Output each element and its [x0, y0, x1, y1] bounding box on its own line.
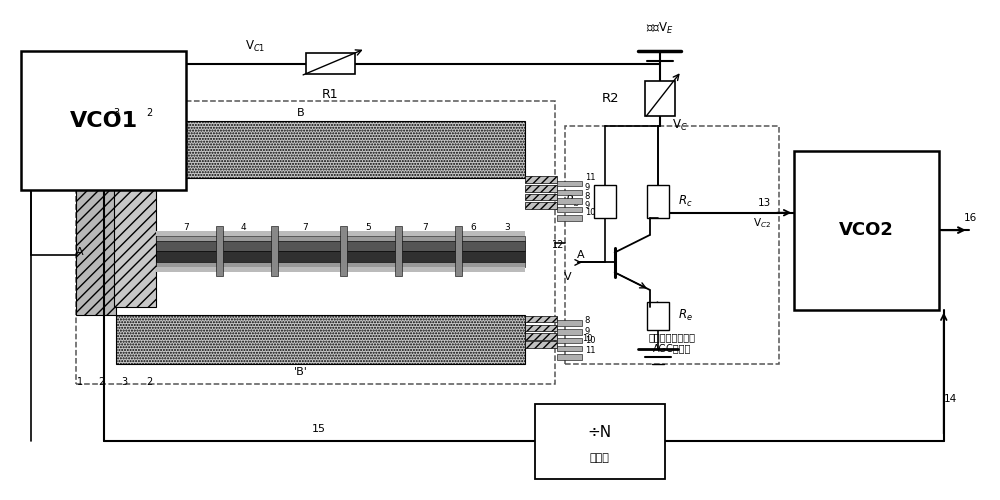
Text: A: A	[577, 250, 585, 260]
Text: V$_{C1}$: V$_{C1}$	[245, 38, 266, 54]
Text: 6: 6	[470, 223, 476, 232]
Bar	[216, 226, 223, 276]
Text: 2: 2	[98, 377, 104, 387]
Bar	[271, 226, 278, 276]
Text: $R_b$: $R_b$	[565, 194, 580, 209]
Text: 9: 9	[585, 326, 590, 336]
Text: B: B	[297, 108, 304, 118]
Text: 3: 3	[113, 108, 119, 118]
Text: 16: 16	[964, 212, 977, 222]
Bar	[647, 302, 669, 330]
Bar	[647, 186, 669, 218]
Bar	[156, 252, 525, 262]
Bar	[525, 186, 557, 192]
Bar	[557, 190, 582, 196]
Bar	[535, 404, 665, 478]
Bar	[525, 342, 557, 348]
Bar	[525, 202, 557, 208]
Bar	[156, 240, 525, 252]
Bar	[21, 51, 186, 190]
Bar	[525, 324, 557, 331]
Bar	[557, 329, 582, 334]
Text: 9: 9	[585, 200, 590, 210]
Bar	[557, 206, 582, 212]
Bar	[557, 346, 582, 352]
Bar	[156, 236, 525, 240]
Bar	[557, 198, 582, 204]
Bar	[557, 354, 582, 360]
Text: V$_{C2}$: V$_{C2}$	[753, 216, 771, 230]
Text: 10: 10	[585, 336, 595, 345]
Text: R2: R2	[602, 92, 620, 105]
Bar	[116, 120, 525, 178]
Text: 除法器: 除法器	[590, 453, 610, 463]
Bar	[525, 333, 557, 340]
Text: 7: 7	[303, 223, 308, 232]
Text: 5: 5	[365, 223, 371, 232]
Text: 8: 8	[585, 192, 590, 202]
Bar	[114, 178, 156, 307]
Bar	[525, 316, 557, 322]
Text: A: A	[76, 248, 84, 258]
Text: 11: 11	[585, 346, 595, 355]
Bar	[794, 150, 939, 310]
Text: 'B': 'B'	[294, 367, 307, 377]
Text: 4: 4	[241, 223, 247, 232]
Bar	[594, 186, 616, 218]
Text: 3: 3	[504, 223, 510, 232]
Text: 7: 7	[183, 223, 189, 232]
Bar	[565, 126, 779, 364]
Text: 7: 7	[422, 223, 428, 232]
Bar	[76, 101, 555, 384]
Text: 3: 3	[121, 377, 127, 387]
Bar	[76, 120, 116, 314]
Bar	[156, 268, 525, 272]
Bar	[395, 226, 402, 276]
Text: AGC放大器: AGC放大器	[653, 344, 691, 353]
Text: $R_c$: $R_c$	[678, 194, 692, 209]
Text: V: V	[564, 272, 572, 282]
Text: R1: R1	[322, 88, 339, 102]
Bar	[525, 194, 557, 200]
Text: 2: 2	[146, 377, 152, 387]
Text: 直流自动增益控制: 直流自动增益控制	[649, 332, 696, 342]
Text: V$_C$: V$_C$	[672, 118, 687, 133]
Text: ÷N: ÷N	[588, 425, 612, 440]
Text: 电源V$_E$: 电源V$_E$	[646, 21, 673, 36]
Text: 11: 11	[585, 174, 595, 182]
Text: 10: 10	[582, 334, 592, 342]
Text: 2: 2	[146, 108, 152, 118]
Bar	[306, 52, 355, 74]
Bar	[525, 176, 557, 183]
Text: 1: 1	[77, 377, 83, 387]
Bar	[156, 230, 525, 235]
Text: VCO1: VCO1	[70, 110, 138, 130]
Bar	[557, 215, 582, 220]
Bar	[340, 226, 347, 276]
Text: 15: 15	[312, 424, 326, 434]
Bar	[557, 320, 582, 326]
Text: $R_e$: $R_e$	[678, 308, 692, 324]
Text: 13: 13	[758, 198, 771, 208]
Bar	[156, 262, 525, 268]
Text: 14: 14	[944, 394, 957, 404]
Bar	[557, 338, 582, 343]
Text: 8: 8	[585, 316, 590, 325]
Text: 9: 9	[585, 184, 590, 192]
Bar	[557, 181, 582, 186]
Bar	[455, 226, 462, 276]
Text: 12: 12	[552, 240, 565, 250]
Text: VCO2: VCO2	[839, 221, 894, 239]
Bar	[645, 81, 675, 116]
Text: 10: 10	[585, 208, 595, 217]
Bar	[116, 314, 525, 364]
